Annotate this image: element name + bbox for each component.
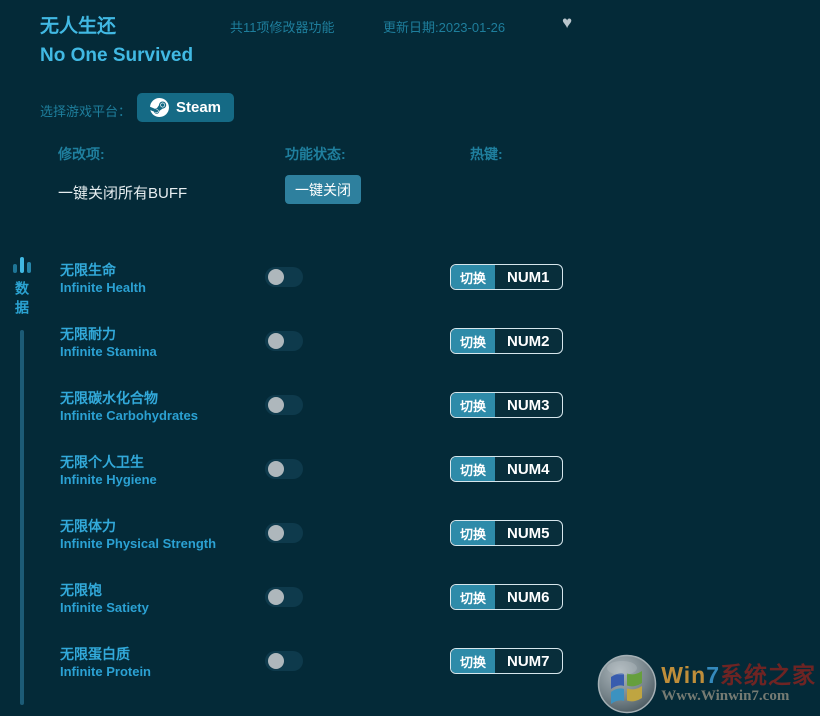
feature-toggle[interactable] bbox=[265, 651, 303, 671]
hotkey-button[interactable]: 切换 NUM4 bbox=[450, 456, 563, 482]
platform-select-label: 选择游戏平台： bbox=[40, 104, 132, 119]
feature-name-cn: 无限生命 bbox=[60, 262, 116, 278]
feature-name-cn: 无限饱 bbox=[60, 582, 102, 598]
hotkey-key-label: NUM7 bbox=[507, 652, 550, 670]
update-date-label: 更新日期:2023-01-26 bbox=[383, 20, 506, 35]
toggle-knob-icon bbox=[268, 653, 284, 669]
watermark-url: Www.Winwin7.com bbox=[661, 688, 790, 704]
column-header-hotkey: 热键: bbox=[470, 146, 503, 162]
hotkey-button[interactable]: 切换 NUM1 bbox=[450, 264, 563, 290]
feature-toggle[interactable] bbox=[265, 395, 303, 415]
feature-name-cn: 无限耐力 bbox=[60, 326, 116, 342]
sidebar-tab-data[interactable]: 数据 bbox=[14, 281, 30, 319]
feature-name-en: Infinite Satiety bbox=[60, 600, 149, 615]
hotkey-key-label: NUM5 bbox=[507, 524, 550, 542]
table-row: 无限耐力 Infinite Stamina 切换 NUM2 bbox=[60, 326, 590, 390]
feature-toggle[interactable] bbox=[265, 267, 303, 287]
feature-name-cn: 无限体力 bbox=[60, 518, 116, 534]
hotkey-key-label: NUM2 bbox=[507, 332, 550, 350]
feature-name-en: Infinite Carbohydrates bbox=[60, 408, 198, 423]
hotkey-key-label: NUM3 bbox=[507, 396, 550, 414]
feature-list: 无限生命 Infinite Health 切换 NUM1 无限耐力 Infini… bbox=[60, 262, 590, 710]
table-row: 无限体力 Infinite Physical Strength 切换 NUM5 bbox=[60, 518, 590, 582]
feature-toggle[interactable] bbox=[265, 331, 303, 351]
feature-toggle[interactable] bbox=[265, 587, 303, 607]
hotkey-action-label: 切换 bbox=[451, 649, 496, 673]
toggle-knob-icon bbox=[268, 589, 284, 605]
buff-off-button[interactable]: 一键关闭 bbox=[285, 175, 361, 204]
toggle-knob-icon bbox=[268, 525, 284, 541]
toggle-knob-icon bbox=[268, 461, 284, 477]
hotkey-button[interactable]: 切换 NUM6 bbox=[450, 584, 563, 610]
hotkey-key-label: NUM1 bbox=[507, 268, 550, 286]
page-subtitle: No One Survived bbox=[40, 45, 194, 66]
buff-off-label: 一键关闭所有BUFF bbox=[58, 185, 188, 202]
hotkey-button[interactable]: 切换 NUM3 bbox=[450, 392, 563, 418]
feature-name-en: Infinite Protein bbox=[60, 664, 151, 679]
hotkey-key-label: NUM4 bbox=[507, 460, 550, 478]
table-row: 无限个人卫生 Infinite Hygiene 切换 NUM4 bbox=[60, 454, 590, 518]
toggle-knob-icon bbox=[268, 269, 284, 285]
feature-toggle[interactable] bbox=[265, 459, 303, 479]
steam-platform-button[interactable]: Steam bbox=[137, 93, 235, 122]
hotkey-button[interactable]: 切换 NUM2 bbox=[450, 328, 563, 354]
table-row: 无限饱 Infinite Satiety 切换 NUM6 bbox=[60, 582, 590, 646]
table-row: 无限蛋白质 Infinite Protein 切换 NUM7 bbox=[60, 646, 590, 710]
hotkey-button[interactable]: 切换 NUM7 bbox=[450, 648, 563, 674]
hotkey-action-label: 切换 bbox=[451, 393, 496, 417]
hotkey-action-label: 切换 bbox=[451, 329, 496, 353]
feature-name-cn: 无限碳水化合物 bbox=[60, 390, 158, 406]
sidebar-indicator-line bbox=[20, 330, 24, 705]
feature-name-en: Infinite Physical Strength bbox=[60, 536, 217, 551]
favorite-heart-icon[interactable]: ♥ bbox=[562, 13, 573, 32]
feature-name-en: Infinite Hygiene bbox=[60, 472, 157, 487]
hotkey-action-label: 切换 bbox=[451, 265, 496, 289]
column-header-item: 修改项: bbox=[58, 146, 105, 162]
feature-name-cn: 无限个人卫生 bbox=[60, 454, 144, 470]
column-header-status: 功能状态: bbox=[285, 146, 346, 162]
steam-icon bbox=[150, 98, 169, 117]
feature-name-cn: 无限蛋白质 bbox=[60, 646, 130, 662]
winwin7-watermark: Win7系统之家 Www.Winwin7.com bbox=[597, 654, 816, 714]
hotkey-key-label: NUM6 bbox=[507, 588, 550, 606]
feature-name-en: Infinite Health bbox=[60, 280, 146, 295]
windows-logo-icon bbox=[597, 654, 657, 714]
hotkey-action-label: 切换 bbox=[451, 457, 496, 481]
page-title: 无人生还 bbox=[40, 16, 117, 37]
table-row: 无限生命 Infinite Health 切换 NUM1 bbox=[60, 262, 590, 326]
table-row: 无限碳水化合物 Infinite Carbohydrates 切换 NUM3 bbox=[60, 390, 590, 454]
feature-name-en: Infinite Stamina bbox=[60, 344, 157, 359]
steam-button-label: Steam bbox=[176, 99, 222, 116]
hotkey-action-label: 切换 bbox=[451, 585, 496, 609]
toggle-knob-icon bbox=[268, 333, 284, 349]
hotkey-button[interactable]: 切换 NUM5 bbox=[450, 520, 563, 546]
feature-toggle[interactable] bbox=[265, 523, 303, 543]
toggle-knob-icon bbox=[268, 397, 284, 413]
hotkey-action-label: 切换 bbox=[451, 521, 496, 545]
bar-chart-icon bbox=[13, 253, 32, 279]
feature-count-label: 共11项修改器功能 bbox=[230, 20, 335, 35]
watermark-brand: Win7系统之家 bbox=[661, 662, 816, 688]
